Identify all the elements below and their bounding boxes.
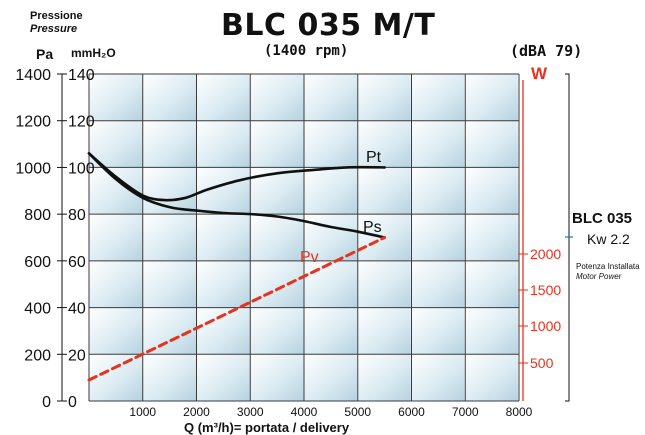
y-tick-label-mmh2o: 140 xyxy=(68,67,95,84)
series-line-pv xyxy=(87,236,387,382)
power-tick-label: 2000 xyxy=(530,246,561,262)
series-label-ps: Ps xyxy=(363,219,382,236)
series-label-pt: Pt xyxy=(366,149,382,166)
power-tick-label: 500 xyxy=(530,355,554,371)
x-tick-label: 8000 xyxy=(506,405,533,419)
pa-unit-label: Pa xyxy=(36,46,54,62)
power-tick-label: 1500 xyxy=(530,282,561,298)
y-tick-label-mmh2o: 20 xyxy=(68,347,86,364)
series-layer xyxy=(87,152,387,382)
motor-model: BLC 035 xyxy=(572,210,633,227)
y-tick-label-mmh2o: 60 xyxy=(68,254,86,271)
x-tick-label: 7000 xyxy=(452,405,479,419)
pressure-label-en: Pressure xyxy=(30,23,78,35)
x-tick-label: 5000 xyxy=(344,405,371,419)
y-tick-label-pa: 600 xyxy=(24,254,51,271)
motor-power-label-en: Motor Power xyxy=(576,272,622,281)
x-tick-label: 1000 xyxy=(129,405,156,419)
y-tick-label-pa: 1400 xyxy=(15,67,51,84)
y-tick-label-pa: 1200 xyxy=(15,114,51,131)
power-tick-label: 1000 xyxy=(530,318,561,334)
chart-subtitle: (1400 rpm) xyxy=(264,43,349,59)
watt-unit-label: W xyxy=(531,64,548,83)
x-tick-label: 3000 xyxy=(237,405,264,419)
grid-lines xyxy=(88,73,520,402)
x-tick-label: 6000 xyxy=(398,405,425,419)
noise-level: (dBA 79) xyxy=(510,42,583,60)
y-tick-label-mmh2o: 120 xyxy=(68,114,95,131)
x-tick-label: 4000 xyxy=(291,405,318,419)
y-tick-label-mmh2o: 100 xyxy=(68,160,95,177)
motor-power: Kw 2.2 xyxy=(587,231,630,247)
y-tick-label-pa: 400 xyxy=(24,301,51,318)
chart-title: BLC 035 M/T xyxy=(221,8,436,43)
y-tick-label-pa: 200 xyxy=(24,347,51,364)
series-label-pv: Pv xyxy=(300,249,319,266)
x-tick-label: 2000 xyxy=(183,405,210,419)
axes xyxy=(57,73,573,402)
mmh2o-unit-label: mmH₂O xyxy=(71,46,116,60)
pressure-label: Pressione xyxy=(30,10,83,22)
y-tick-label-pa: 1000 xyxy=(15,160,51,177)
y-tick-label-pa: 0 xyxy=(42,394,51,411)
series-line-ps xyxy=(87,152,386,239)
motor-power-label-it: Potenza Installata xyxy=(576,262,640,271)
y-tick-label-mmh2o: 80 xyxy=(68,207,86,224)
series-line-pt xyxy=(87,152,386,202)
x-axis-label: Q (m³/h)= portata / delivery xyxy=(184,420,350,435)
y-tick-label-mmh2o: 0 xyxy=(68,394,77,411)
y-tick-label-pa: 800 xyxy=(24,207,51,224)
y-tick-label-mmh2o: 40 xyxy=(68,301,86,318)
